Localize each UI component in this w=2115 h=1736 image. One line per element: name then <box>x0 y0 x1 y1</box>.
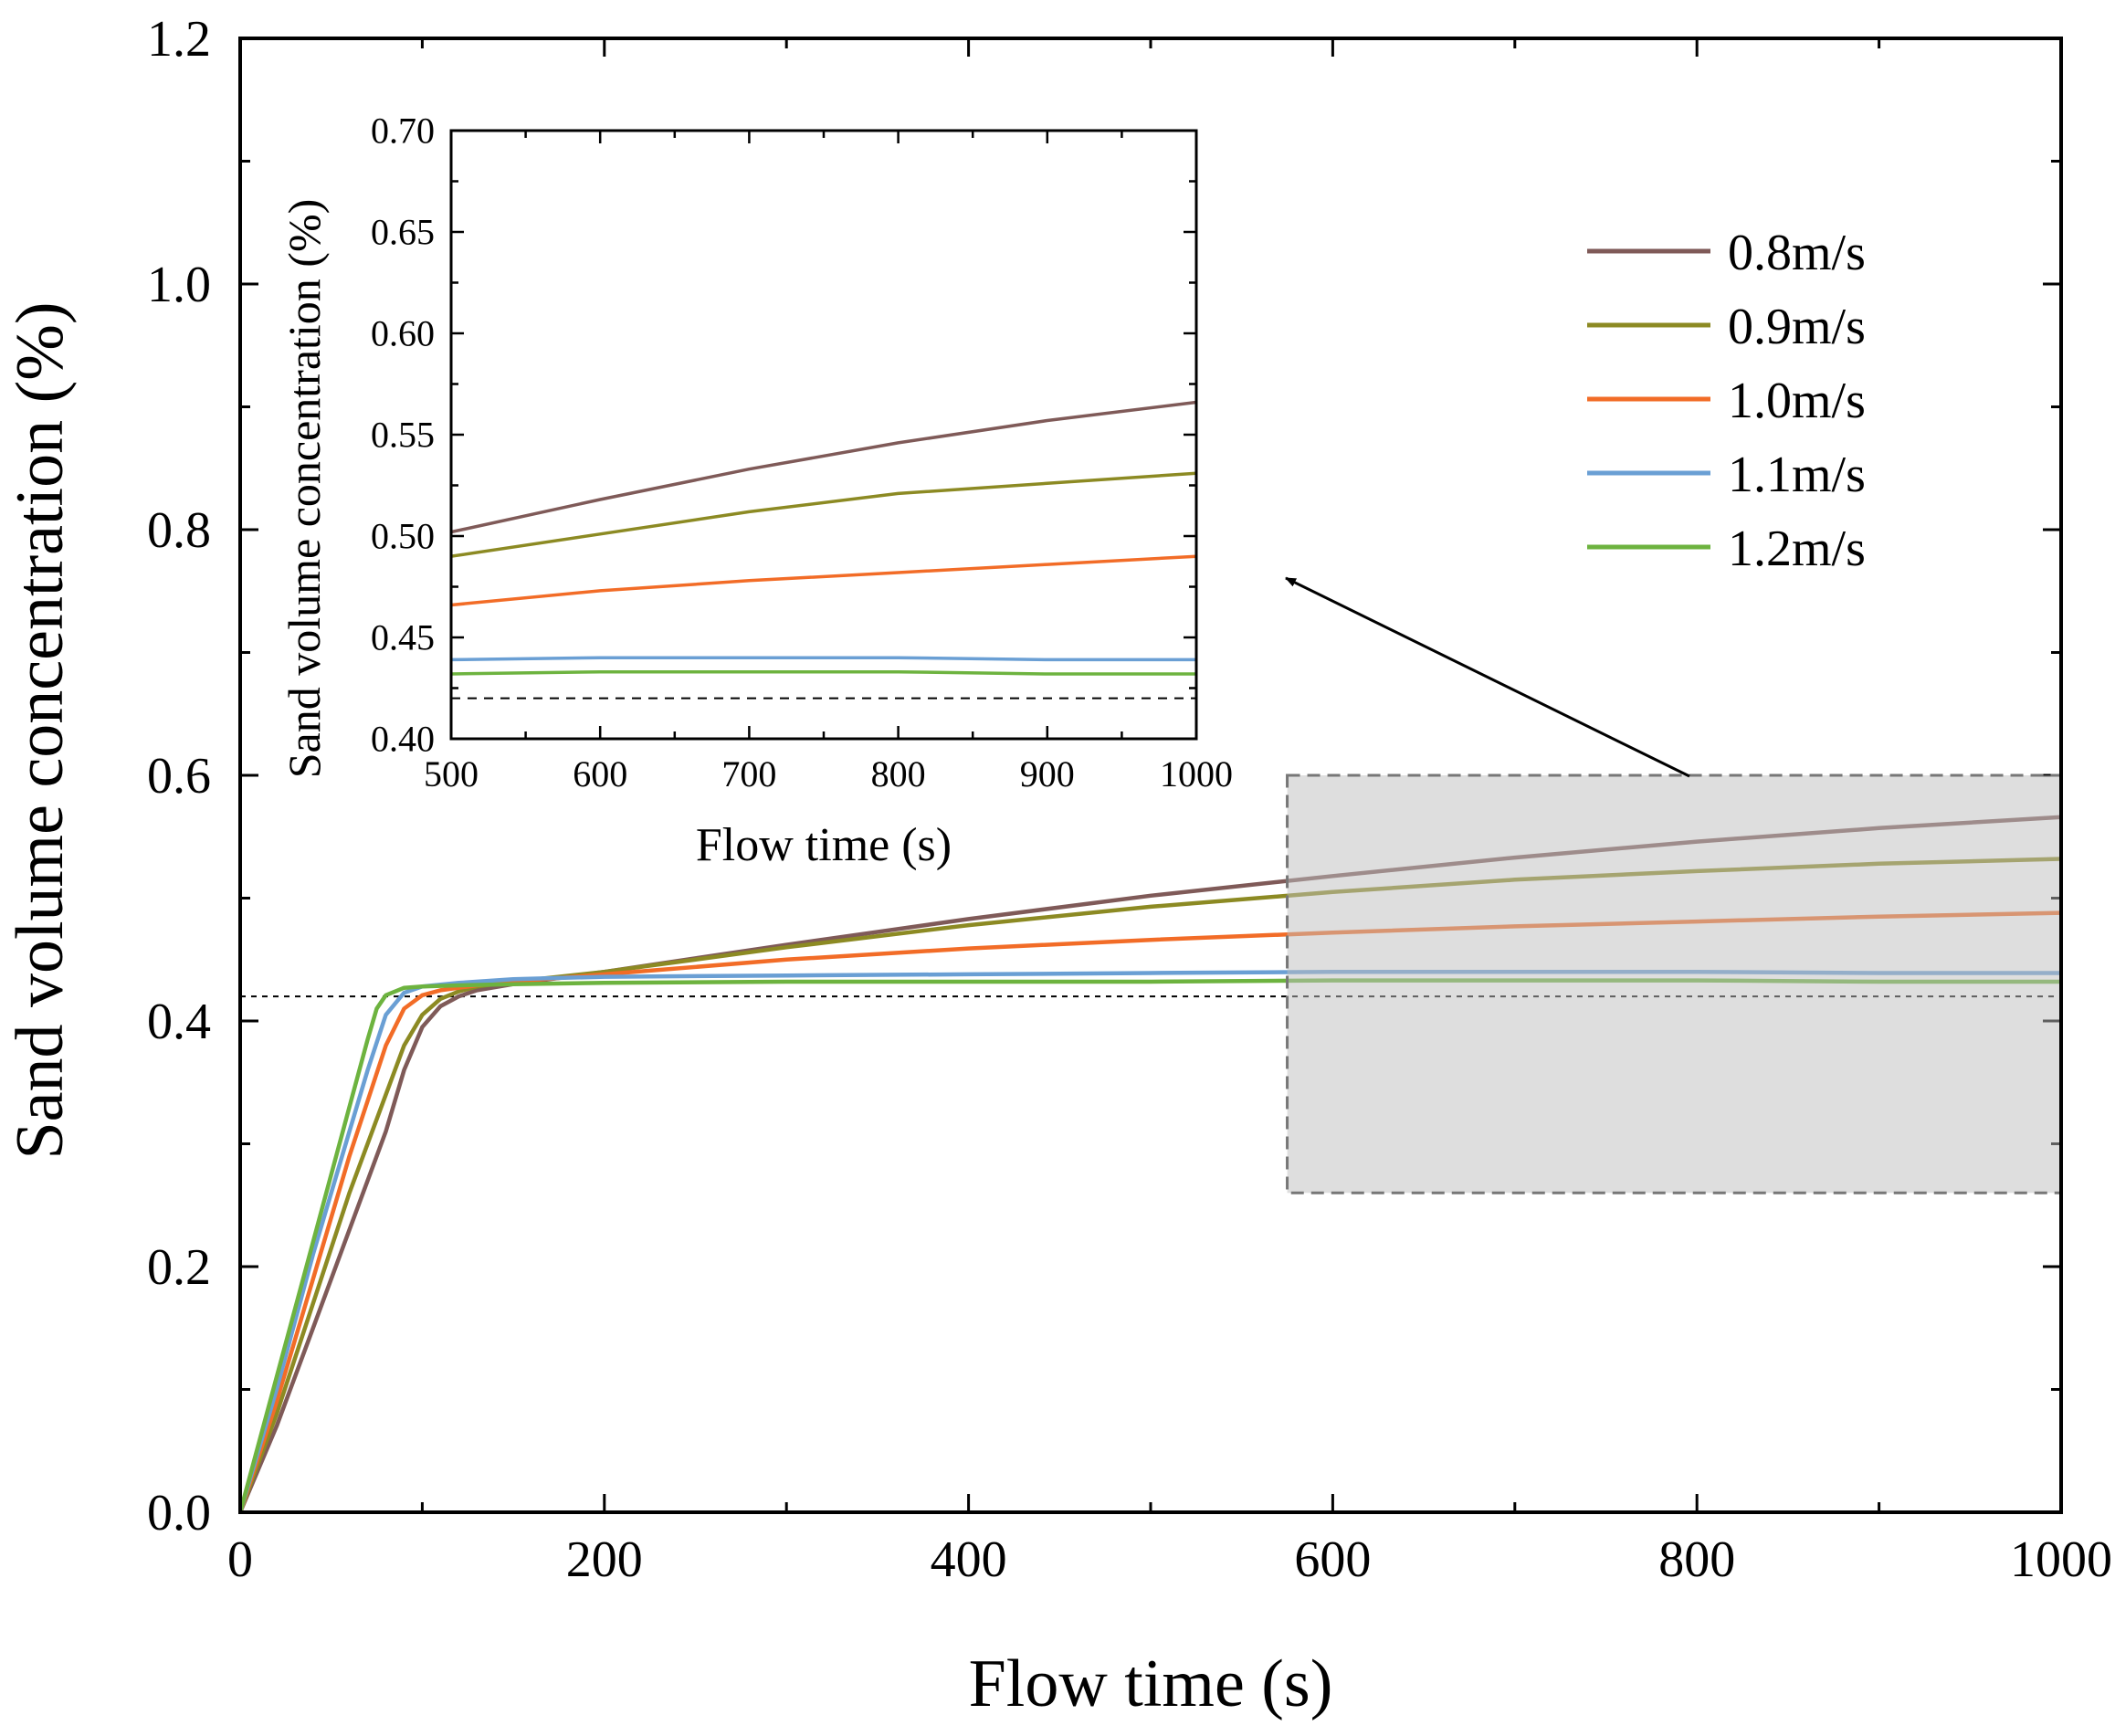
x-tick-label: 1000 <box>2010 1531 2112 1588</box>
inset-plot-frame <box>449 129 1198 741</box>
y-tick-label: 0.60 <box>371 313 435 354</box>
x-tick-label: 1000 <box>1160 753 1233 794</box>
legend-label: 1.1m/s <box>1728 447 1866 503</box>
series-line-1.0m/s <box>451 554 1196 607</box>
y-tick-label: 0.8 <box>147 502 211 559</box>
x-tick-label: 800 <box>871 753 926 794</box>
x-tick-label: 800 <box>1658 1531 1735 1588</box>
highlight-box-rect <box>1286 773 2063 1194</box>
main-x-tick-labels: 0 200 400 600 800 1000 <box>227 1531 2112 1588</box>
y-tick-label: 1.2 <box>147 11 211 68</box>
x-tick-label: 0 <box>227 1531 253 1588</box>
inset-background <box>451 131 1196 739</box>
legend-label: 1.2m/s <box>1728 521 1866 577</box>
main-y-tick-labels: 0.0 0.2 0.4 0.6 0.8 1.0 1.2 <box>147 11 211 1541</box>
x-tick-label: 600 <box>573 753 627 794</box>
x-tick-label: 700 <box>721 753 776 794</box>
series-line-1.1m/s <box>451 656 1196 662</box>
legend-label: 0.8m/s <box>1728 225 1866 281</box>
legend: 0.8m/s 0.9m/s 1.0m/s 1.1m/s 1.2m/s <box>1587 225 1866 577</box>
main-plot-frame <box>238 37 2063 1514</box>
inset-x-tick-labels: 500 600 700 800 900 1000 <box>424 753 1233 794</box>
inset-y-tick-labels: 0.40 0.45 0.50 0.55 0.60 0.65 0.70 <box>371 110 435 760</box>
y-tick-label: 0.40 <box>371 719 435 760</box>
x-tick-label: 600 <box>1294 1531 1371 1588</box>
series-line-0.9m/s <box>451 471 1196 558</box>
series-line-0.8m/s <box>451 400 1196 534</box>
main-x-axis-label: Flow time (s) <box>969 1647 1333 1721</box>
y-tick-label: 0.55 <box>371 415 435 456</box>
y-tick-label: 1.0 <box>147 257 211 313</box>
y-tick-label: 0.6 <box>147 748 211 805</box>
y-tick-label: 0.50 <box>371 516 435 557</box>
zoom-pointer-arrow <box>1285 576 1690 778</box>
inset-series-group <box>451 400 1196 676</box>
y-tick-label: 0.2 <box>147 1239 211 1296</box>
x-tick-label: 400 <box>931 1531 1007 1588</box>
x-tick-label: 900 <box>1020 753 1075 794</box>
inset-y-axis-label: Sand volume concentration (%) <box>279 199 330 779</box>
highlight-box <box>1286 773 2063 1194</box>
inset-x-axis-label: Flow time (s) <box>696 819 952 871</box>
y-tick-label: 0.4 <box>147 994 211 1050</box>
y-tick-label: 0.45 <box>371 617 435 658</box>
legend-label: 0.9m/s <box>1728 299 1866 355</box>
y-tick-label: 0.65 <box>371 212 435 253</box>
y-tick-label: 0.0 <box>147 1485 211 1541</box>
x-tick-label: 500 <box>424 753 479 794</box>
y-tick-label: 0.70 <box>371 110 435 152</box>
series-line-1.2m/s <box>451 669 1196 676</box>
legend-label: 1.0m/s <box>1728 373 1866 429</box>
main-y-axis-label: Sand volume concentration (%) <box>3 301 78 1159</box>
x-tick-label: 200 <box>566 1531 643 1588</box>
